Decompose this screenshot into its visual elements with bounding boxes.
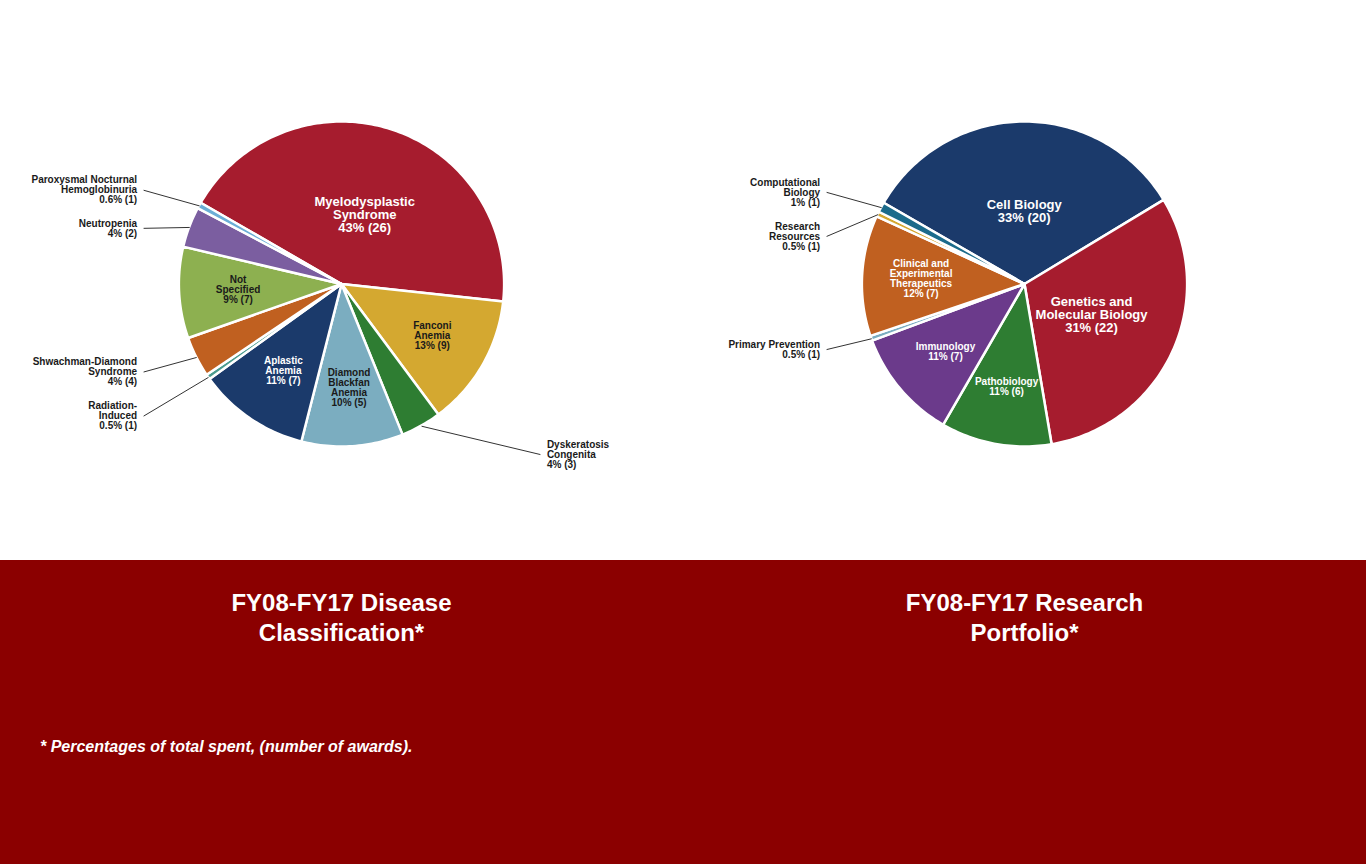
html-text:FY08-FY17 Research Portfolio*: FY08-FY17 Research Portfolio* xyxy=(905,589,1144,646)
svg-text:Genetics andMolecular Biology3: Genetics andMolecular Biology31% (22) xyxy=(1036,294,1149,335)
svg-text:Primary Prevention0.5% (1): Primary Prevention0.5% (1) xyxy=(728,339,820,360)
svg-text:Paroxysmal NocturnalHemoglobin: Paroxysmal NocturnalHemoglobinuria0.6% (… xyxy=(31,174,137,205)
svg-text:NotSpecified9% (7): NotSpecified9% (7) xyxy=(216,274,260,305)
svg-text:ComputationalBiology1% (1): ComputationalBiology1% (1) xyxy=(750,177,820,208)
svg-text:FanconiAnemia13% (9): FanconiAnemia13% (9) xyxy=(413,320,452,351)
svg-text:Immunology11% (7): Immunology11% (7) xyxy=(916,341,976,362)
svg-text:Radiation-Induced0.5% (1): Radiation-Induced0.5% (1) xyxy=(88,400,137,431)
svg-text:Clinical andExperimentalTherap: Clinical andExperimentalTherapeutics12% … xyxy=(890,258,953,299)
svg-text:Neutropenia4% (2): Neutropenia4% (2) xyxy=(79,218,138,239)
svg-text:MyelodysplasticSyndrome43% (26: MyelodysplasticSyndrome43% (26) xyxy=(315,194,415,235)
svg-text:Cell Biology33% (20): Cell Biology33% (20) xyxy=(987,197,1063,225)
svg-text:Shwachman-DiamondSyndrome4% (4: Shwachman-DiamondSyndrome4% (4) xyxy=(33,356,138,387)
svg-text:DiamondBlackfanAnemia10% (5): DiamondBlackfanAnemia10% (5) xyxy=(328,367,371,408)
html-text:* Percentages of total spent,: * Percentages of total spent, (number of… xyxy=(40,738,413,755)
html-text:FY08-FY17 Disease Classificati: FY08-FY17 Disease Classification* xyxy=(231,589,452,646)
svg-text:ResearchResources0.5% (1): ResearchResources0.5% (1) xyxy=(769,221,821,252)
svg-text:Pathobiology11% (6): Pathobiology11% (6) xyxy=(975,376,1039,397)
svg-text:AplasticAnemia11% (7): AplasticAnemia11% (7) xyxy=(264,355,303,386)
svg-text:DyskeratosisCongenita4% (3): DyskeratosisCongenita4% (3) xyxy=(547,439,610,470)
